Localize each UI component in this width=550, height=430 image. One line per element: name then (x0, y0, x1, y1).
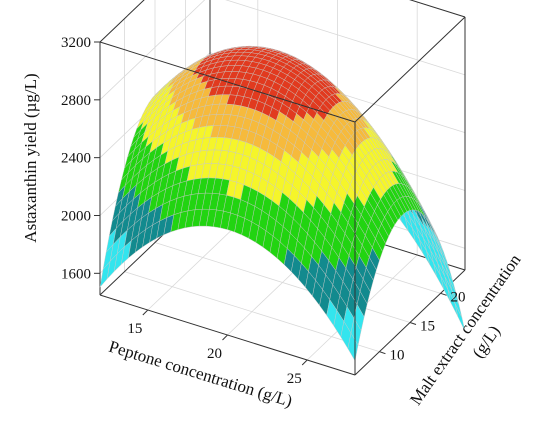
x-tick-label: 25 (287, 371, 302, 387)
frame-edge (409, 0, 466, 18)
x-tick-mark (301, 359, 308, 366)
y-tick-labels: 10 15 20 (389, 289, 465, 363)
z-axis-title: Astaxanthin yield (µg/L) (21, 73, 40, 242)
grid-line-floor (124, 271, 380, 353)
frame-edge (99, 0, 145, 43)
y-tick-mark (379, 351, 386, 355)
x-tick-mark (142, 309, 149, 316)
z-tick-label: 1600 (61, 266, 91, 282)
grid-line-floor (154, 242, 411, 323)
response-surface (99, 45, 466, 362)
tick-marks (94, 41, 447, 366)
y-tick-mark (440, 292, 447, 296)
surface-patch (347, 332, 359, 362)
z-tick-label: 2800 (61, 93, 91, 109)
x-tick-label: 15 (127, 321, 142, 337)
x-tick-mark (222, 334, 228, 341)
axes-frame-front (99, 16, 466, 375)
y-tick-label: 20 (451, 289, 466, 305)
y-axis-title: Malt extract concentration (g/L) (406, 247, 547, 422)
z-tick-label: 2000 (61, 208, 91, 224)
x-tick-label: 20 (207, 346, 222, 362)
y-tick-label: 10 (389, 348, 404, 364)
x-axis-title: Peptone concentration (g/L) (107, 337, 295, 411)
x-tick-labels: 15 20 25 (127, 321, 301, 387)
z-tick-labels: 1600 2000 2400 2800 3200 (61, 35, 91, 282)
z-tick-label: 2400 (61, 151, 91, 167)
frame-edge (99, 41, 356, 123)
frame-edge (354, 16, 466, 123)
y-tick-label: 15 (420, 319, 435, 335)
y-tick-mark (409, 322, 417, 325)
z-tick-label: 3200 (61, 35, 91, 51)
